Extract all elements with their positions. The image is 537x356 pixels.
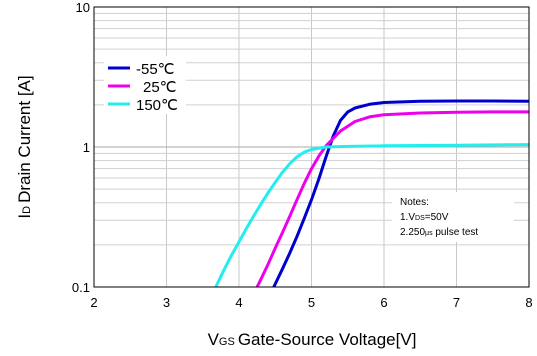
legend: -55℃ 25℃ 150℃: [104, 56, 186, 114]
x-tick-label: 5: [308, 295, 315, 310]
legend-label-25: 25℃: [143, 79, 177, 96]
notes-line-1: 1.VDS=50V: [400, 212, 449, 223]
x-tick-label: 4: [235, 295, 242, 310]
x-tick-label: 2: [90, 295, 97, 310]
y-axis-title: IDDrain Current [A]: [15, 75, 34, 218]
series-line-1: [255, 110, 529, 288]
series-line-2: [214, 143, 530, 288]
series-line-0: [272, 99, 530, 288]
plot-frame: [93, 6, 530, 288]
data-curves: [214, 99, 530, 288]
notes-box: Notes: 1.VDS=50V 2.250μs pulse test: [392, 192, 514, 242]
notes-background: [392, 192, 514, 242]
x-tick-label: 8: [525, 295, 532, 310]
notes-line-2: 2.250μs pulse test: [400, 227, 478, 238]
x-tick-label: 7: [453, 295, 460, 310]
x-tick-labels: 2 3 4 5 6 7 8: [90, 295, 532, 310]
y-tick-label: 0.1: [72, 280, 90, 295]
y-tick-label: 10: [76, 0, 90, 15]
y-tick-labels: 0.1 1 10: [72, 0, 90, 295]
y-tick-label: 1: [83, 140, 90, 155]
grid: [94, 7, 529, 287]
x-tick-label: 3: [163, 295, 170, 310]
x-axis-title: VGS Gate-Source Voltage[V]: [208, 330, 417, 349]
x-tick-label: 6: [380, 295, 387, 310]
legend-label-150: 150℃: [136, 97, 178, 114]
legend-label-minus55: -55℃: [136, 61, 175, 78]
notes-title: Notes:: [400, 197, 429, 208]
